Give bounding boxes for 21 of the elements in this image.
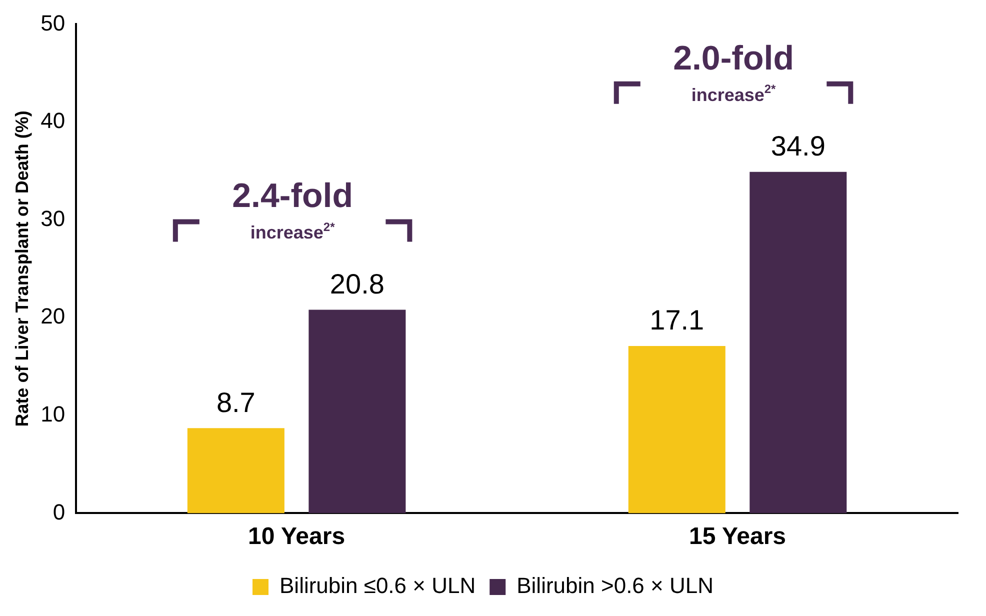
data-label: 34.9: [770, 130, 826, 162]
bar: [308, 310, 406, 514]
y-tick-label: 0: [52, 499, 66, 524]
data-label: 8.7: [216, 386, 256, 418]
annotation: 2.0-fold: [673, 39, 794, 78]
data-label: 17.1: [650, 304, 704, 336]
legend-label: Bilirubin ≤0.6 × ULN: [280, 573, 476, 598]
y-tick-label: 20: [40, 304, 66, 329]
y-tick-label: 10: [40, 401, 66, 426]
bar: [750, 172, 847, 514]
y-tick-label: 50: [40, 10, 66, 36]
y-tick-label: 30: [40, 206, 66, 231]
y-tick-label: 40: [40, 108, 66, 134]
y-axis-title: Rate of Liver Transplant or Death (%): [12, 110, 32, 427]
x-tick-label: 10 Years: [248, 523, 346, 550]
bar: [628, 346, 726, 514]
data-label: 20.8: [330, 268, 384, 300]
annotation: 2.4-fold: [232, 177, 354, 216]
bar: [187, 428, 284, 514]
x-tick-label: 15 Years: [689, 523, 786, 550]
legend-label: Bilirubin >0.6 × ULN: [516, 573, 714, 598]
